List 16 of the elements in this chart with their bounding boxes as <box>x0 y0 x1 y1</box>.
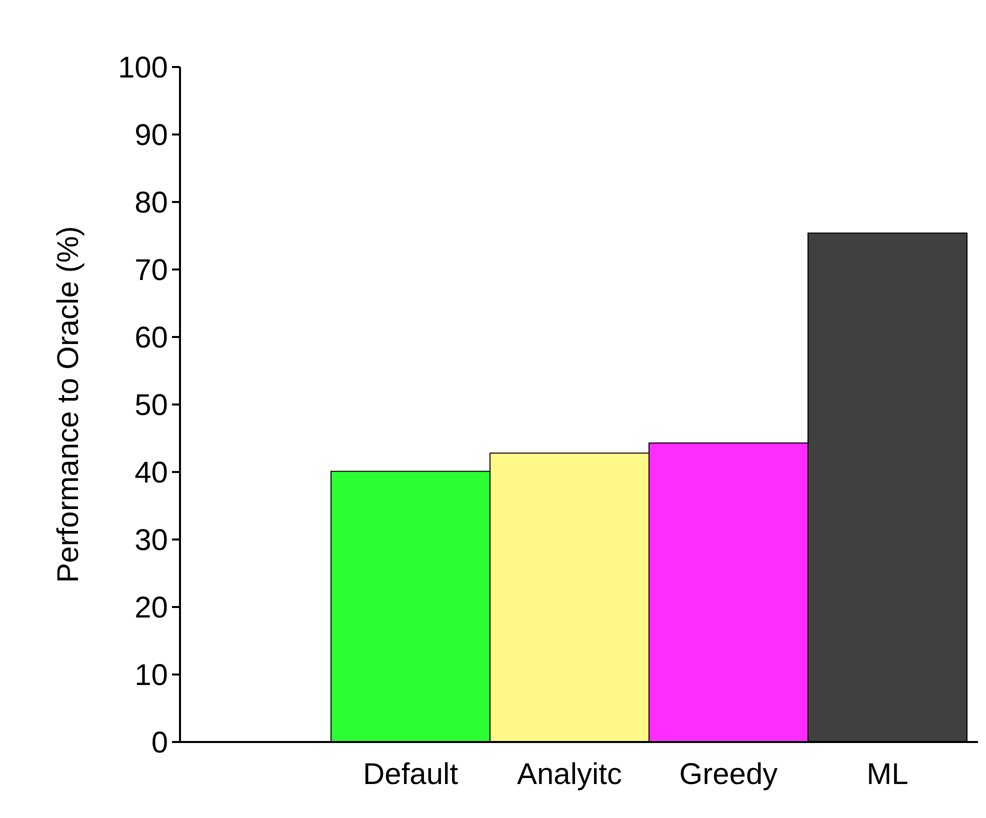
y-tick-label: 20 <box>134 592 168 624</box>
y-tick-label: 50 <box>134 389 168 422</box>
x-tick-label: ML <box>866 758 908 791</box>
y-tick-label: 60 <box>134 322 168 354</box>
y-tick-label: 70 <box>134 254 168 287</box>
y-tick-label: 40 <box>134 456 168 490</box>
y-axis-title: Performance to Oracle (%) <box>52 226 85 583</box>
y-tick-label: 0 <box>151 726 168 760</box>
y-tick-label: 10 <box>134 659 168 692</box>
y-tick-label: 30 <box>134 524 168 557</box>
x-tick-label: Analyitc <box>516 758 622 791</box>
y-tick-label: 80 <box>134 186 168 220</box>
x-tick-label: Default <box>362 758 459 791</box>
x-tick-label: Greedy <box>679 758 778 791</box>
y-tick-label: 90 <box>134 119 168 152</box>
y-tick-label: 100 <box>118 52 168 84</box>
